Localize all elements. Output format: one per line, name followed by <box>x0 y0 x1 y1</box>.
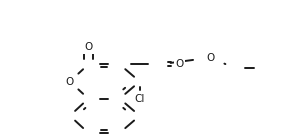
Text: Cl: Cl <box>135 94 145 104</box>
Text: O: O <box>66 77 74 86</box>
Text: O: O <box>176 59 184 69</box>
Text: O: O <box>84 42 92 52</box>
Text: O: O <box>207 53 215 62</box>
